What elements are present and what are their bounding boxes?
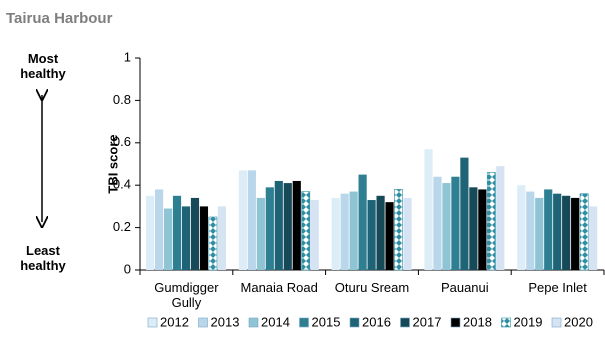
legend-swatch (147, 317, 158, 328)
legend-label: 2020 (564, 314, 593, 329)
bar (331, 197, 340, 270)
legend-label: 2014 (261, 314, 290, 329)
legend-swatch (248, 317, 259, 328)
legend-label: 2017 (413, 314, 442, 329)
bar (265, 187, 274, 270)
bar (544, 189, 553, 270)
bar (199, 206, 209, 270)
y-tick-label: 0.4 (113, 177, 131, 192)
bar (301, 191, 311, 271)
bar (496, 166, 505, 270)
bar (553, 193, 562, 270)
legend-swatch (198, 317, 208, 328)
bar (451, 176, 460, 270)
bar (283, 183, 292, 270)
bar (526, 191, 535, 270)
bar (208, 216, 218, 271)
bar (535, 197, 544, 270)
bar (181, 206, 191, 270)
bar (478, 189, 487, 270)
bar (486, 172, 496, 271)
y-tick-label: 0.6 (113, 134, 131, 149)
legend-label: 2013 (211, 314, 240, 329)
legend-swatch (299, 317, 309, 328)
legend-label: 2019 (514, 314, 543, 329)
bar (376, 195, 385, 270)
legend-swatch (501, 317, 511, 328)
bar (385, 202, 394, 270)
bar (217, 206, 226, 270)
bar (589, 206, 598, 270)
bar (256, 197, 265, 270)
legend-swatch (551, 317, 562, 328)
bar (403, 197, 412, 270)
bar (247, 170, 256, 270)
x-tick-label: Pauanui (440, 280, 489, 295)
annotation: Least healthy (20, 243, 66, 273)
bar (172, 195, 182, 270)
bar (190, 197, 200, 270)
y-tick-label: 0.8 (113, 92, 131, 107)
bar (146, 195, 155, 270)
legend-swatch (400, 317, 410, 328)
bar (562, 195, 571, 270)
y-tick-label: 1 (124, 49, 131, 64)
bar (292, 180, 301, 270)
x-tick-label: Pepe Inlet (528, 280, 587, 295)
x-tick-label: Oturu Sream (334, 280, 410, 295)
bar (394, 189, 403, 271)
y-tick-label: 0 (124, 261, 131, 276)
chart-title: Tairua Harbour (6, 10, 113, 27)
bar (367, 200, 376, 270)
y-tick-label: 0.2 (113, 219, 131, 234)
bar (349, 191, 358, 270)
bar (579, 193, 589, 271)
y-axis-label: TBI score (105, 134, 120, 193)
bar (433, 176, 442, 270)
bar (571, 197, 580, 270)
legend-swatch (349, 317, 360, 328)
bar (154, 189, 164, 270)
bar (358, 174, 367, 270)
bar (424, 149, 433, 270)
legend-label: 2012 (160, 314, 189, 329)
annotation: Most healthy (20, 51, 66, 81)
bar (517, 185, 526, 270)
bar (274, 180, 283, 270)
bar (310, 200, 319, 270)
bar (442, 183, 451, 270)
x-tick-label: Manaia Road (240, 280, 318, 295)
bar (460, 157, 469, 270)
legend-label: 2016 (362, 314, 391, 329)
legend-label: 2018 (463, 314, 492, 329)
bar (238, 170, 247, 270)
legend-swatch (450, 317, 461, 328)
bar (163, 208, 173, 270)
legend-label: 2015 (312, 314, 341, 329)
bar (469, 187, 478, 270)
x-tick-label: Gumdigger Gully (154, 280, 219, 310)
bar (340, 193, 349, 270)
